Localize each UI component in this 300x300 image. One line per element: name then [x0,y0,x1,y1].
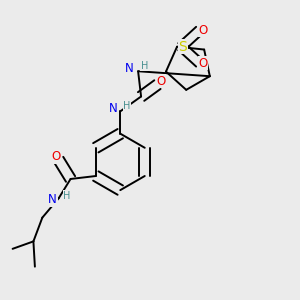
Text: N: N [125,62,134,75]
Text: O: O [198,56,208,70]
Text: H: H [123,101,130,111]
Text: H: H [141,61,148,71]
Text: S: S [178,40,188,54]
Text: H: H [63,191,71,201]
Text: O: O [198,24,208,37]
Text: O: O [51,150,60,163]
Text: O: O [156,74,166,88]
Text: N: N [109,103,117,116]
Text: N: N [48,193,57,206]
